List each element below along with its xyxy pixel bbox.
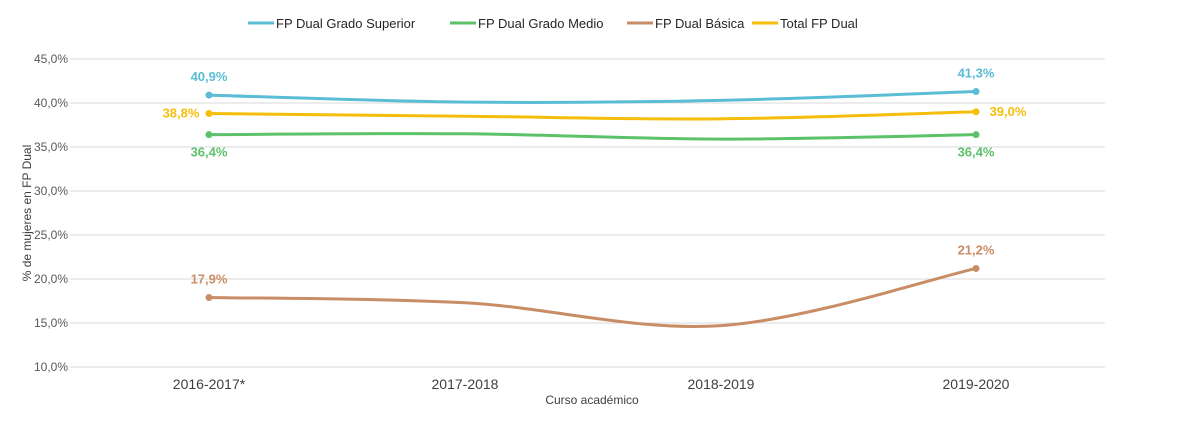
x-tick-label: 2017-2018 bbox=[432, 376, 499, 392]
data-label: 17,9% bbox=[191, 271, 228, 286]
data-point bbox=[205, 131, 213, 139]
data-label: 41,3% bbox=[958, 66, 995, 81]
series-fp-dual-grado-medio: 36,4% 36,4% bbox=[191, 131, 995, 160]
data-point bbox=[205, 293, 213, 301]
series-line bbox=[207, 110, 978, 121]
gridlines bbox=[70, 58, 1105, 368]
y-tick-label: 10,0% bbox=[34, 360, 68, 374]
data-label: 40,9% bbox=[191, 69, 228, 84]
data-label: 38,8% bbox=[163, 106, 200, 121]
series-total-fp-dual: 38,8% 39,0% bbox=[163, 104, 1027, 121]
y-tick-label: 15,0% bbox=[34, 316, 68, 330]
y-tick-label: 20,0% bbox=[34, 272, 68, 286]
data-point bbox=[205, 91, 213, 99]
legend-item[interactable]: Total FP Dual bbox=[752, 16, 858, 31]
y-axis-ticks: 10,0% 15,0% 20,0% 25,0% 30,0% 35,0% 40,0% 45,0% bbox=[34, 52, 68, 374]
legend-item[interactable]: FP Dual Básica bbox=[627, 16, 745, 31]
data-point bbox=[972, 108, 980, 116]
x-tick-label: 2019-2020 bbox=[943, 376, 1010, 392]
x-tick-label: 2016-2017* bbox=[173, 376, 246, 392]
y-axis-title: % de mujeres en FP Dual bbox=[20, 145, 34, 282]
series-fp-dual-grado-superior: 40,9% 41,3% bbox=[191, 66, 995, 104]
y-tick-label: 40,0% bbox=[34, 96, 68, 110]
series-line bbox=[207, 266, 978, 329]
y-tick-label: 35,0% bbox=[34, 140, 68, 154]
legend: FP Dual Grado Superior FP Dual Grado Medi… bbox=[248, 16, 858, 31]
x-axis-ticks: 2016-2017* 2017-2018 2018-2019 2019-2020 bbox=[173, 376, 1010, 392]
data-label: 21,2% bbox=[958, 242, 995, 257]
legend-item[interactable]: FP Dual Grado Medio bbox=[450, 16, 604, 31]
legend-label: Total FP Dual bbox=[780, 16, 858, 31]
data-label: 39,0% bbox=[990, 104, 1027, 119]
data-point bbox=[972, 264, 980, 272]
y-tick-label: 45,0% bbox=[34, 52, 68, 66]
y-tick-label: 30,0% bbox=[34, 184, 68, 198]
y-tick-label: 25,0% bbox=[34, 228, 68, 242]
legend-label: FP Dual Grado Superior bbox=[276, 16, 416, 31]
legend-label: FP Dual Básica bbox=[655, 16, 745, 31]
series-fp-dual-básica: 17,9% 21,2% bbox=[191, 242, 995, 329]
series-line bbox=[207, 90, 978, 104]
data-point bbox=[205, 110, 213, 118]
data-point bbox=[972, 131, 980, 139]
data-label: 36,4% bbox=[958, 145, 995, 160]
legend-item[interactable]: FP Dual Grado Superior bbox=[248, 16, 416, 31]
x-tick-label: 2018-2019 bbox=[688, 376, 755, 392]
data-label: 36,4% bbox=[191, 145, 228, 160]
legend-label: FP Dual Grado Medio bbox=[478, 16, 604, 31]
x-axis-title: Curso académico bbox=[545, 393, 639, 407]
series-line bbox=[207, 132, 978, 141]
data-point bbox=[972, 88, 980, 96]
series-lines: 40,9% 41,3% 36,4% 36,4% 17,9% 21,2% 38,8% 39,0% bbox=[163, 66, 1027, 329]
